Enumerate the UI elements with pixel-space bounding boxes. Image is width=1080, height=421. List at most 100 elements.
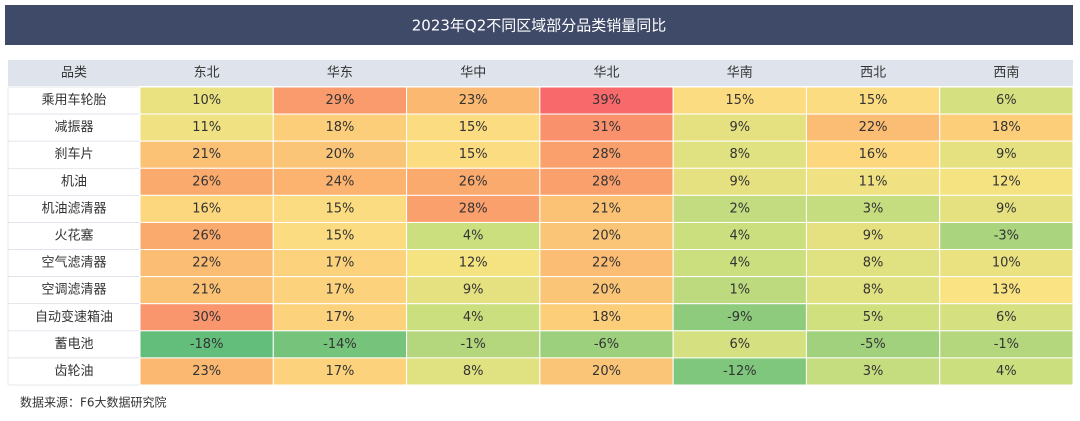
cell-label: 28% <box>592 174 621 189</box>
row-label: 蓄电池 <box>54 337 93 352</box>
cell-label: 18% <box>592 310 621 325</box>
cell-label: 10% <box>192 93 221 108</box>
row-label-cell <box>7 303 141 332</box>
heat-cell <box>139 357 274 386</box>
row-label: 空气滤清器 <box>41 255 106 271</box>
heat-cell <box>672 167 807 196</box>
column-header: 华北 <box>593 66 619 81</box>
cell-label: 12% <box>992 174 1021 189</box>
cell-label: -1% <box>461 337 486 352</box>
cell-label: 21% <box>592 201 621 216</box>
cell-label: 39% <box>592 93 621 108</box>
column-header: 东北 <box>194 66 220 81</box>
heat-cell <box>805 194 941 223</box>
heat-cell <box>939 194 1074 223</box>
heat-cell <box>539 221 674 251</box>
cell-label: 9% <box>463 283 484 298</box>
heat-cell <box>272 221 408 251</box>
heat-cell <box>939 276 1074 305</box>
heat-cell <box>139 113 274 142</box>
cell-label: 9% <box>996 201 1017 216</box>
cell-label: 24% <box>325 174 354 189</box>
heat-cell <box>272 86 408 115</box>
cell-label: 9% <box>729 120 750 135</box>
cell-label: 11% <box>859 174 888 189</box>
heat-cell <box>139 140 274 169</box>
column-header: 西南 <box>993 65 1019 81</box>
row-label-cell <box>7 357 141 386</box>
heat-cell <box>805 140 941 169</box>
row-label: 减振器 <box>54 120 93 135</box>
cell-label: 9% <box>863 229 884 244</box>
title-bar <box>5 5 1073 45</box>
cell-label: -3% <box>994 229 1019 244</box>
heat-cell <box>672 330 807 359</box>
row-label-cell <box>7 140 141 169</box>
cell-label: 20% <box>592 283 621 298</box>
heat-cell <box>539 167 674 196</box>
cell-label: 4% <box>729 256 750 271</box>
row-label-cell <box>7 330 141 359</box>
column-header: 华东 <box>327 66 353 81</box>
cell-label: 17% <box>325 283 354 298</box>
cell-label: -9% <box>727 310 752 325</box>
cell-label: 15% <box>459 147 488 162</box>
heat-cell <box>539 113 674 142</box>
heat-cell <box>672 194 807 223</box>
heat-cell <box>939 303 1074 332</box>
cell-label: 15% <box>725 93 754 108</box>
cell-label: 16% <box>192 201 221 216</box>
cell-label: 8% <box>729 147 750 162</box>
cell-label: 17% <box>325 364 354 379</box>
cell-label: 22% <box>592 256 621 271</box>
cell-label: 20% <box>592 229 621 244</box>
heat-cell <box>672 357 807 386</box>
row-label-cell <box>7 222 141 250</box>
heat-cell <box>139 249 274 278</box>
source-note: 数据来源：F6大数据研究院 <box>20 395 167 410</box>
heat-cell <box>939 330 1074 359</box>
cell-label: 8% <box>463 364 484 379</box>
cell-label: 17% <box>325 256 354 271</box>
heat-cell <box>672 276 807 305</box>
cell-label: 22% <box>859 120 888 135</box>
cell-label: 8% <box>863 283 884 298</box>
heat-cell <box>139 167 274 196</box>
cell-label: -12% <box>723 364 757 379</box>
cell-label: 1% <box>729 283 750 298</box>
heat-cell <box>672 249 807 278</box>
cell-label: 4% <box>463 229 484 244</box>
row-header: 品类 <box>61 66 87 81</box>
cell-label: -6% <box>594 337 619 352</box>
cell-label: 4% <box>463 310 484 325</box>
heat-cell <box>939 221 1074 251</box>
cell-label: 6% <box>996 93 1017 108</box>
header-row <box>8 60 1073 86</box>
cell-label: 15% <box>325 229 354 244</box>
cell-label: 23% <box>192 364 221 379</box>
cell-label: 23% <box>459 93 488 108</box>
cell-label: 26% <box>192 229 221 244</box>
cell-label: 2% <box>729 201 750 216</box>
column-header: 西北 <box>860 66 886 81</box>
cell-label: 17% <box>325 310 354 325</box>
cell-label: 4% <box>996 364 1017 379</box>
cell-label: 9% <box>729 174 750 189</box>
chart-title: 2023年Q2不同区域部分品类销量同比 <box>412 17 667 35</box>
cell-label: 3% <box>863 201 884 216</box>
heat-cell <box>272 249 408 278</box>
cell-label: 16% <box>859 147 888 162</box>
heat-cell <box>939 249 1074 278</box>
heat-cell <box>139 276 274 305</box>
heat-cell <box>939 357 1074 386</box>
cell-label: 29% <box>325 93 354 108</box>
heat-cell <box>805 276 941 305</box>
heat-cell <box>272 276 408 305</box>
row-label-cell <box>7 113 141 142</box>
row-label: 乘用车轮胎 <box>41 92 106 108</box>
cell-label: 28% <box>592 147 621 162</box>
heat-cell <box>805 113 941 142</box>
cell-label: -14% <box>323 337 357 352</box>
cell-label: 30% <box>192 310 221 325</box>
